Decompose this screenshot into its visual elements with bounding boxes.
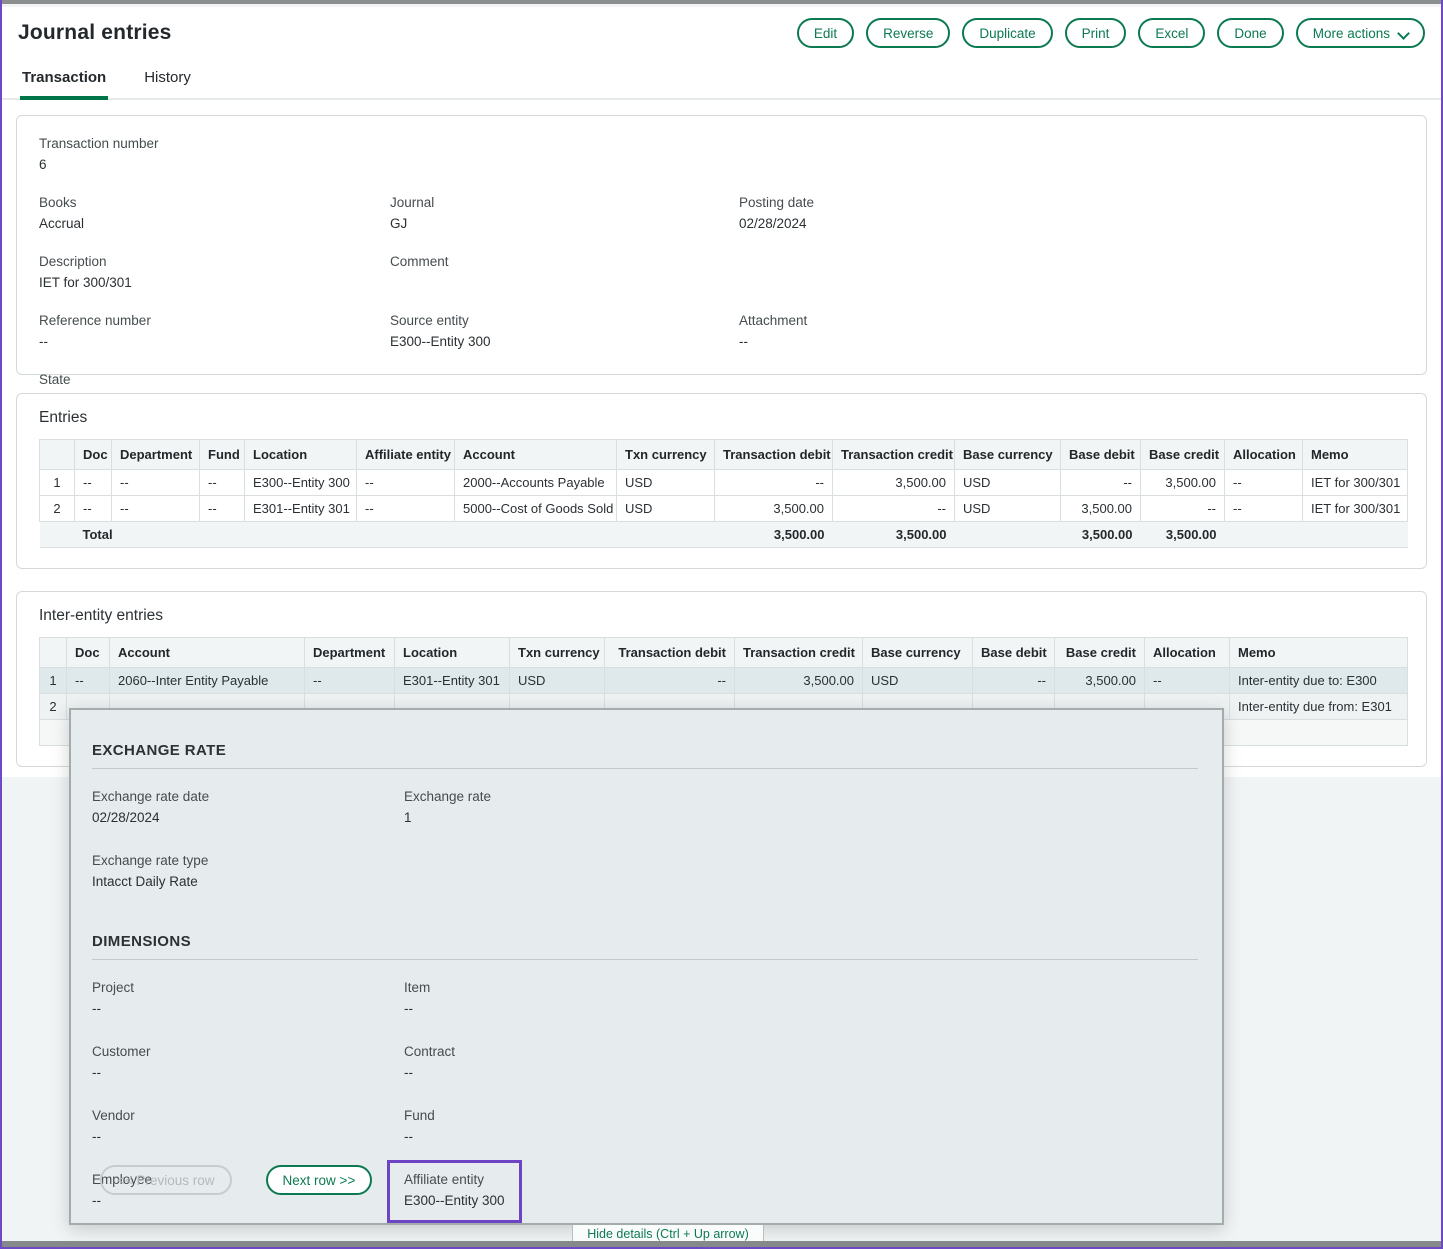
field-customer: Customer --: [92, 1044, 151, 1080]
row-navigation: << Previous row Next row >>: [100, 1165, 373, 1195]
more-actions-label: More actions: [1312, 25, 1390, 41]
next-row-button[interactable]: Next row >>: [265, 1165, 373, 1195]
entries-card: Entries Doc Department Fund Location Aff…: [16, 393, 1427, 569]
edit-button[interactable]: Edit: [796, 18, 855, 48]
field-item: Item --: [404, 980, 431, 1016]
field-reference-number: Reference number --: [39, 313, 151, 349]
field-transaction-number: Transaction number 6: [39, 136, 159, 172]
field-exchange-rate-type: Exchange rate type Intacct Daily Rate: [92, 853, 209, 889]
window-bottom-strip: [2, 1241, 1441, 1247]
field-exchange-rate: Exchange rate 1: [404, 789, 492, 825]
exchange-rate-heading: EXCHANGE RATE: [92, 742, 227, 759]
field-contract: Contract --: [404, 1044, 456, 1080]
entries-row-2[interactable]: 2 -- -- -- E301--Entity 301 -- 5000--Cos…: [39, 495, 1408, 522]
field-journal: Journal GJ: [390, 195, 435, 231]
duplicate-button[interactable]: Duplicate: [962, 18, 1053, 48]
entries-row-1[interactable]: 1 -- -- -- E300--Entity 300 -- 2000--Acc…: [39, 469, 1408, 496]
field-source-entity: Source entity E300--Entity 300: [390, 313, 491, 349]
entries-total-row: Total 3,500.00 3,500.00 3,500.00 3,500.0…: [39, 521, 1408, 548]
hide-details-tab[interactable]: Hide details (Ctrl + Up arrow): [572, 1225, 764, 1243]
inter-entity-row-1[interactable]: 1 -- 2060--Inter Entity Payable -- E301-…: [39, 667, 1408, 694]
chevron-down-icon: [1399, 27, 1408, 36]
section-divider: [92, 768, 1198, 769]
reverse-button[interactable]: Reverse: [866, 18, 951, 48]
previous-row-button[interactable]: << Previous row: [100, 1165, 232, 1195]
field-vendor: Vendor --: [92, 1108, 135, 1144]
page-title: Journal entries: [18, 21, 172, 44]
dimensions-heading: DIMENSIONS: [92, 933, 192, 950]
page-header: Journal entries Edit Reverse Duplicate P…: [2, 7, 1441, 57]
tab-bar: Transaction History: [2, 57, 1441, 100]
field-exchange-rate-date: Exchange rate date 02/28/2024: [92, 789, 210, 825]
entries-title: Entries: [39, 409, 88, 426]
print-button[interactable]: Print: [1064, 18, 1127, 48]
inter-entity-header-row: Doc Account Department Location Txn curr…: [39, 637, 1408, 668]
field-books: Books Accrual: [39, 195, 85, 231]
action-buttons: Edit Reverse Duplicate Print Excel Done …: [796, 18, 1425, 48]
field-affiliate-entity: Affiliate entity E300--Entity 300: [387, 1160, 1198, 1223]
field-attachment: Attachment --: [739, 313, 808, 349]
field-project: Project --: [92, 980, 135, 1016]
tab-transaction[interactable]: Transaction: [20, 57, 109, 100]
window-top-strip: [2, 0, 1441, 7]
more-actions-button[interactable]: More actions: [1295, 18, 1425, 48]
row-details-panel: EXCHANGE RATE Exchange rate date 02/28/2…: [69, 708, 1224, 1225]
excel-button[interactable]: Excel: [1138, 18, 1206, 48]
field-comment: Comment: [390, 254, 449, 269]
affiliate-entity-highlight-box: Affiliate entity E300--Entity 300: [387, 1160, 522, 1223]
entries-total-label: Total: [74, 521, 715, 548]
entries-header-row: Doc Department Fund Location Affiliate e…: [39, 439, 1408, 470]
field-posting-date: Posting date 02/28/2024: [739, 195, 815, 231]
inter-entity-title: Inter-entity entries: [39, 607, 164, 624]
field-fund: Fund --: [404, 1108, 435, 1144]
field-description: Description IET for 300/301: [39, 254, 132, 290]
done-button[interactable]: Done: [1217, 18, 1284, 48]
tab-history[interactable]: History: [144, 69, 191, 86]
entries-table: Doc Department Fund Location Affiliate e…: [39, 439, 1408, 548]
transaction-details-card: Transaction number 6 Books Accrual Journ…: [16, 115, 1427, 408]
section-divider: [92, 959, 1198, 960]
